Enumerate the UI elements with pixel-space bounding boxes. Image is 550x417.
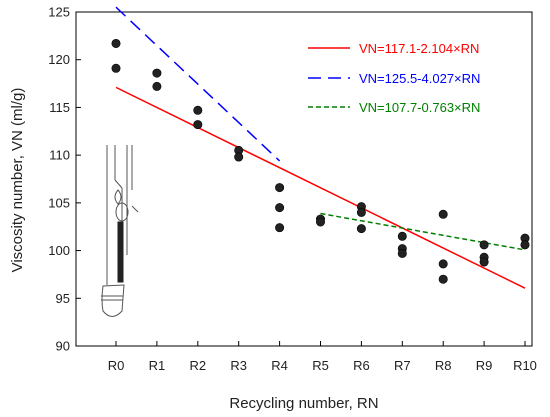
data-point: [397, 231, 407, 241]
x-tick-label: R4: [271, 358, 288, 373]
data-point: [438, 259, 448, 269]
data-point: [234, 152, 244, 162]
legend: VN=117.1-2.104×RN VN=125.5-4.027×RN VN=107…: [308, 41, 480, 115]
y-tick-label: 115: [49, 100, 70, 115]
y-tick-label: 100: [48, 243, 70, 258]
data-points: [111, 38, 530, 284]
data-point: [479, 257, 489, 267]
x-tick-label: R0: [108, 358, 125, 373]
legend-label-2: VN=125.5-4.027×RN: [359, 71, 480, 86]
data-point: [356, 224, 366, 234]
data-point: [356, 207, 366, 217]
data-point: [275, 183, 285, 193]
y-axis: 90 95 100 105 110 115 120 125: [48, 5, 81, 354]
legend-label-1: VN=117.1-2.104×RN: [359, 41, 479, 56]
y-tick-label: 105: [48, 195, 70, 210]
fit-line-2: [115, 6, 281, 162]
data-point: [111, 63, 121, 73]
x-tick-label: R5: [312, 358, 329, 373]
data-point: [315, 217, 325, 227]
x-tick-label: R8: [435, 358, 452, 373]
y-axis-title: Viscosity number, VN (ml/g): [9, 88, 26, 273]
fit-line-3: [320, 212, 526, 251]
viscometer-icon: [101, 145, 139, 317]
data-point: [479, 240, 489, 250]
x-tick-label: R10: [513, 358, 537, 373]
y-tick-label: 110: [49, 148, 70, 163]
y-tick-label: 95: [56, 291, 70, 306]
data-point: [397, 248, 407, 258]
data-point: [193, 120, 203, 130]
data-point: [275, 203, 285, 213]
data-point: [438, 274, 448, 284]
data-point: [193, 105, 203, 115]
data-point: [275, 223, 285, 233]
data-point: [520, 240, 530, 250]
x-tick-label: R9: [476, 358, 493, 373]
x-tick-label: R2: [189, 358, 206, 373]
y-tick-label: 125: [48, 5, 70, 20]
x-axis: R0 R1 R2 R3 R4 R5 R6 R7 R8 R9 R10: [108, 341, 537, 373]
fit-line-1: [115, 86, 526, 289]
data-point: [111, 38, 121, 48]
x-tick-label: R3: [230, 358, 247, 373]
y-tick-label: 120: [48, 52, 70, 67]
x-tick-label: R1: [149, 358, 166, 373]
x-tick-label: R6: [353, 358, 370, 373]
data-point: [152, 68, 162, 78]
x-tick-label: R7: [394, 358, 411, 373]
fit-lines: [115, 6, 526, 289]
x-axis-title: Recycling number, RN: [229, 395, 378, 412]
data-point: [152, 81, 162, 91]
y-tick-label: 90: [56, 339, 70, 354]
data-point: [438, 209, 448, 219]
legend-label-3: VN=107.7-0.763×RN: [359, 100, 480, 115]
